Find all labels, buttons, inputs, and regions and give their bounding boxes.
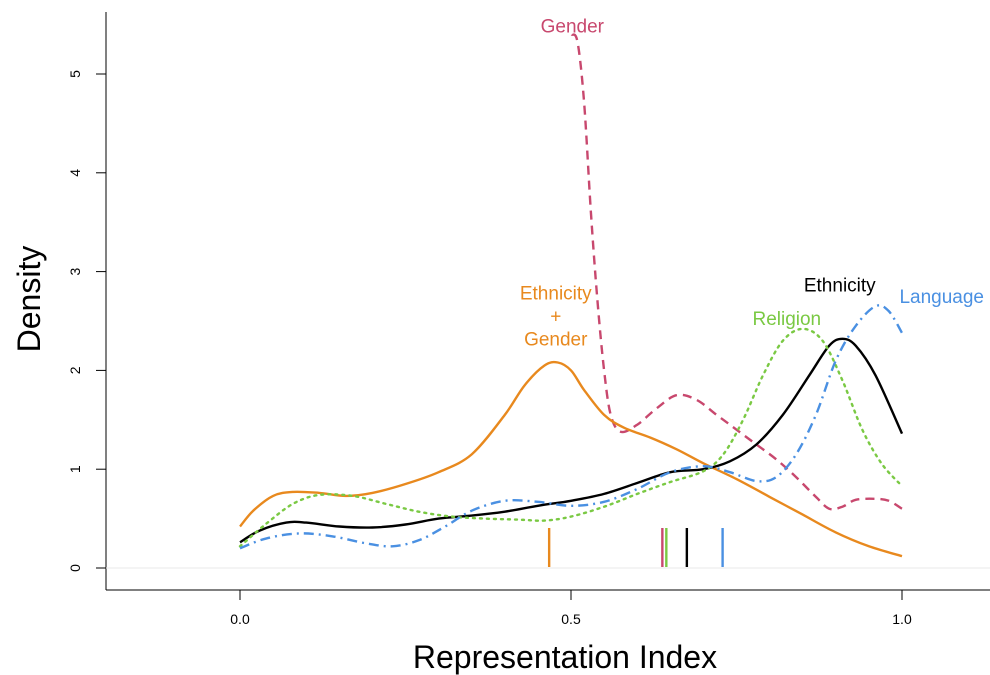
y-tick-label: 5 [67,70,83,78]
series-label-ethnicity-gender: Ethnicity + Gender [520,283,592,350]
series-label-line: + [550,306,561,327]
y-tick-label: 3 [67,267,83,275]
y-tick-label: 0 [67,564,83,572]
rug-marks [547,528,724,567]
series-line-language [239,304,904,550]
x-tick-label: 0.5 [561,611,581,627]
x-tick-label: 0.0 [230,611,250,627]
x-axis-label: Representation Index [413,639,717,675]
series-lines [238,33,904,558]
y-axis-label: Density [11,246,47,353]
series-line-religion [238,327,904,548]
series-line-gender [570,33,903,511]
series-label-language: Language [899,287,984,308]
plot-frame-group [105,12,990,591]
series-label-line: Ethnicity [520,283,592,304]
y-tick-label: 1 [67,465,83,473]
series-label-religion: Religion [752,309,821,330]
series-label-line: Gender [524,329,588,350]
y-tick-label: 4 [67,169,83,177]
series-label-gender: Gender [541,17,605,38]
y-tick-label: 2 [67,366,83,374]
series-line-ethnicity [239,337,904,544]
x-tick-label: 1.0 [892,611,912,627]
x-axis-ticks: 0.0 0.5 1.0 [230,590,912,627]
y-axis-ticks: 0 1 2 3 4 5 [67,70,106,572]
series-label-ethnicity: Ethnicity [804,275,876,296]
